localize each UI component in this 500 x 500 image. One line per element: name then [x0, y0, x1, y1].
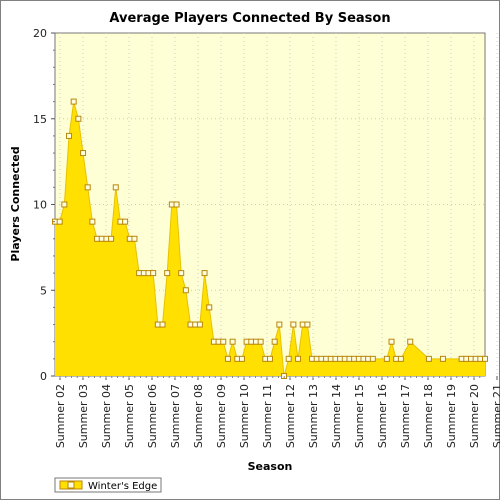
- data-point: [383, 355, 390, 362]
- data-point: [397, 355, 404, 362]
- data-point: [196, 321, 203, 328]
- data-point: [173, 201, 180, 208]
- x-tick-label: Summer 14: [330, 384, 343, 448]
- data-point: [407, 338, 414, 345]
- legend: Winter's Edge: [54, 477, 162, 493]
- x-tick-label: Summer 02: [54, 384, 67, 448]
- x-tick-label: Summer 17: [399, 384, 412, 448]
- data-point: [84, 184, 91, 191]
- data-point: [70, 98, 77, 105]
- x-tick-label: Summer 04: [100, 384, 113, 448]
- data-point: [159, 321, 166, 328]
- series-area: [55, 101, 485, 376]
- data-point: [257, 338, 264, 345]
- x-tick-label: Summer 18: [422, 384, 435, 448]
- data-point: [56, 218, 63, 225]
- x-tick-label: Summer 03: [77, 384, 90, 448]
- data-point: [425, 355, 432, 362]
- x-tick-label: Summer 19: [445, 384, 458, 448]
- y-tick-label: 5: [40, 284, 47, 297]
- legend-label: Winter's Edge: [88, 481, 157, 492]
- data-point: [75, 115, 82, 122]
- data-point: [369, 355, 376, 362]
- data-point: [182, 287, 189, 294]
- data-point: [238, 355, 245, 362]
- x-tick-label: Summer 21: [491, 384, 500, 448]
- data-point: [108, 235, 115, 242]
- x-tick-label: Summer 10: [238, 384, 251, 448]
- data-point: [229, 338, 236, 345]
- data-point: [482, 355, 488, 362]
- x-tick-label: Summer 11: [261, 384, 274, 448]
- data-point: [388, 338, 395, 345]
- y-tick-label: 20: [33, 27, 47, 40]
- x-axis: Summer 02 Summer 03 Summer 04 Summer 05 Summ…: [54, 376, 500, 448]
- x-axis-title: Season: [248, 460, 293, 473]
- x-tick-label: Summer 05: [123, 384, 136, 448]
- x-tick-label: Summer 20: [468, 384, 481, 448]
- data-point: [164, 270, 171, 277]
- data-point: [295, 355, 302, 362]
- data-point: [271, 338, 278, 345]
- data-point: [61, 201, 68, 208]
- data-point: [224, 355, 231, 362]
- y-tick-label: 15: [33, 113, 47, 126]
- data-point: [304, 321, 311, 328]
- data-point: [267, 355, 273, 362]
- data-point: [89, 218, 96, 225]
- y-tick-label: 10: [33, 199, 47, 212]
- data-point: [80, 150, 87, 157]
- x-tick-label: Summer 15: [353, 384, 366, 448]
- data-point: [276, 321, 283, 328]
- data-point: [285, 355, 292, 362]
- series-markers: [52, 98, 488, 379]
- x-tick-label: Summer 12: [284, 384, 297, 448]
- data-point: [66, 132, 73, 139]
- data-point: [178, 270, 185, 277]
- x-tick-label: Summer 13: [307, 384, 320, 448]
- x-tick-label: Summer 16: [376, 384, 389, 448]
- data-point: [206, 304, 213, 311]
- data-point: [220, 338, 227, 345]
- x-tick-label: Summer 07: [169, 384, 182, 448]
- x-tick-label: Summer 06: [146, 384, 159, 448]
- x-tick-label: Summer 08: [192, 384, 205, 448]
- data-point: [201, 270, 208, 277]
- y-axis-title: Players Connected: [9, 146, 22, 261]
- data-point: [131, 235, 138, 242]
- x-tick-label: Summer 09: [215, 384, 228, 448]
- data-point: [112, 184, 119, 191]
- data-point: [439, 355, 446, 362]
- y-tick-label: 0: [40, 370, 47, 383]
- data-point: [150, 270, 157, 277]
- y-axis: 0 5 10 15 20: [33, 27, 55, 383]
- data-point: [290, 321, 297, 328]
- legend-marker: [67, 481, 75, 489]
- chart-title: Average Players Connected By Season: [109, 11, 390, 26]
- data-point: [122, 218, 129, 225]
